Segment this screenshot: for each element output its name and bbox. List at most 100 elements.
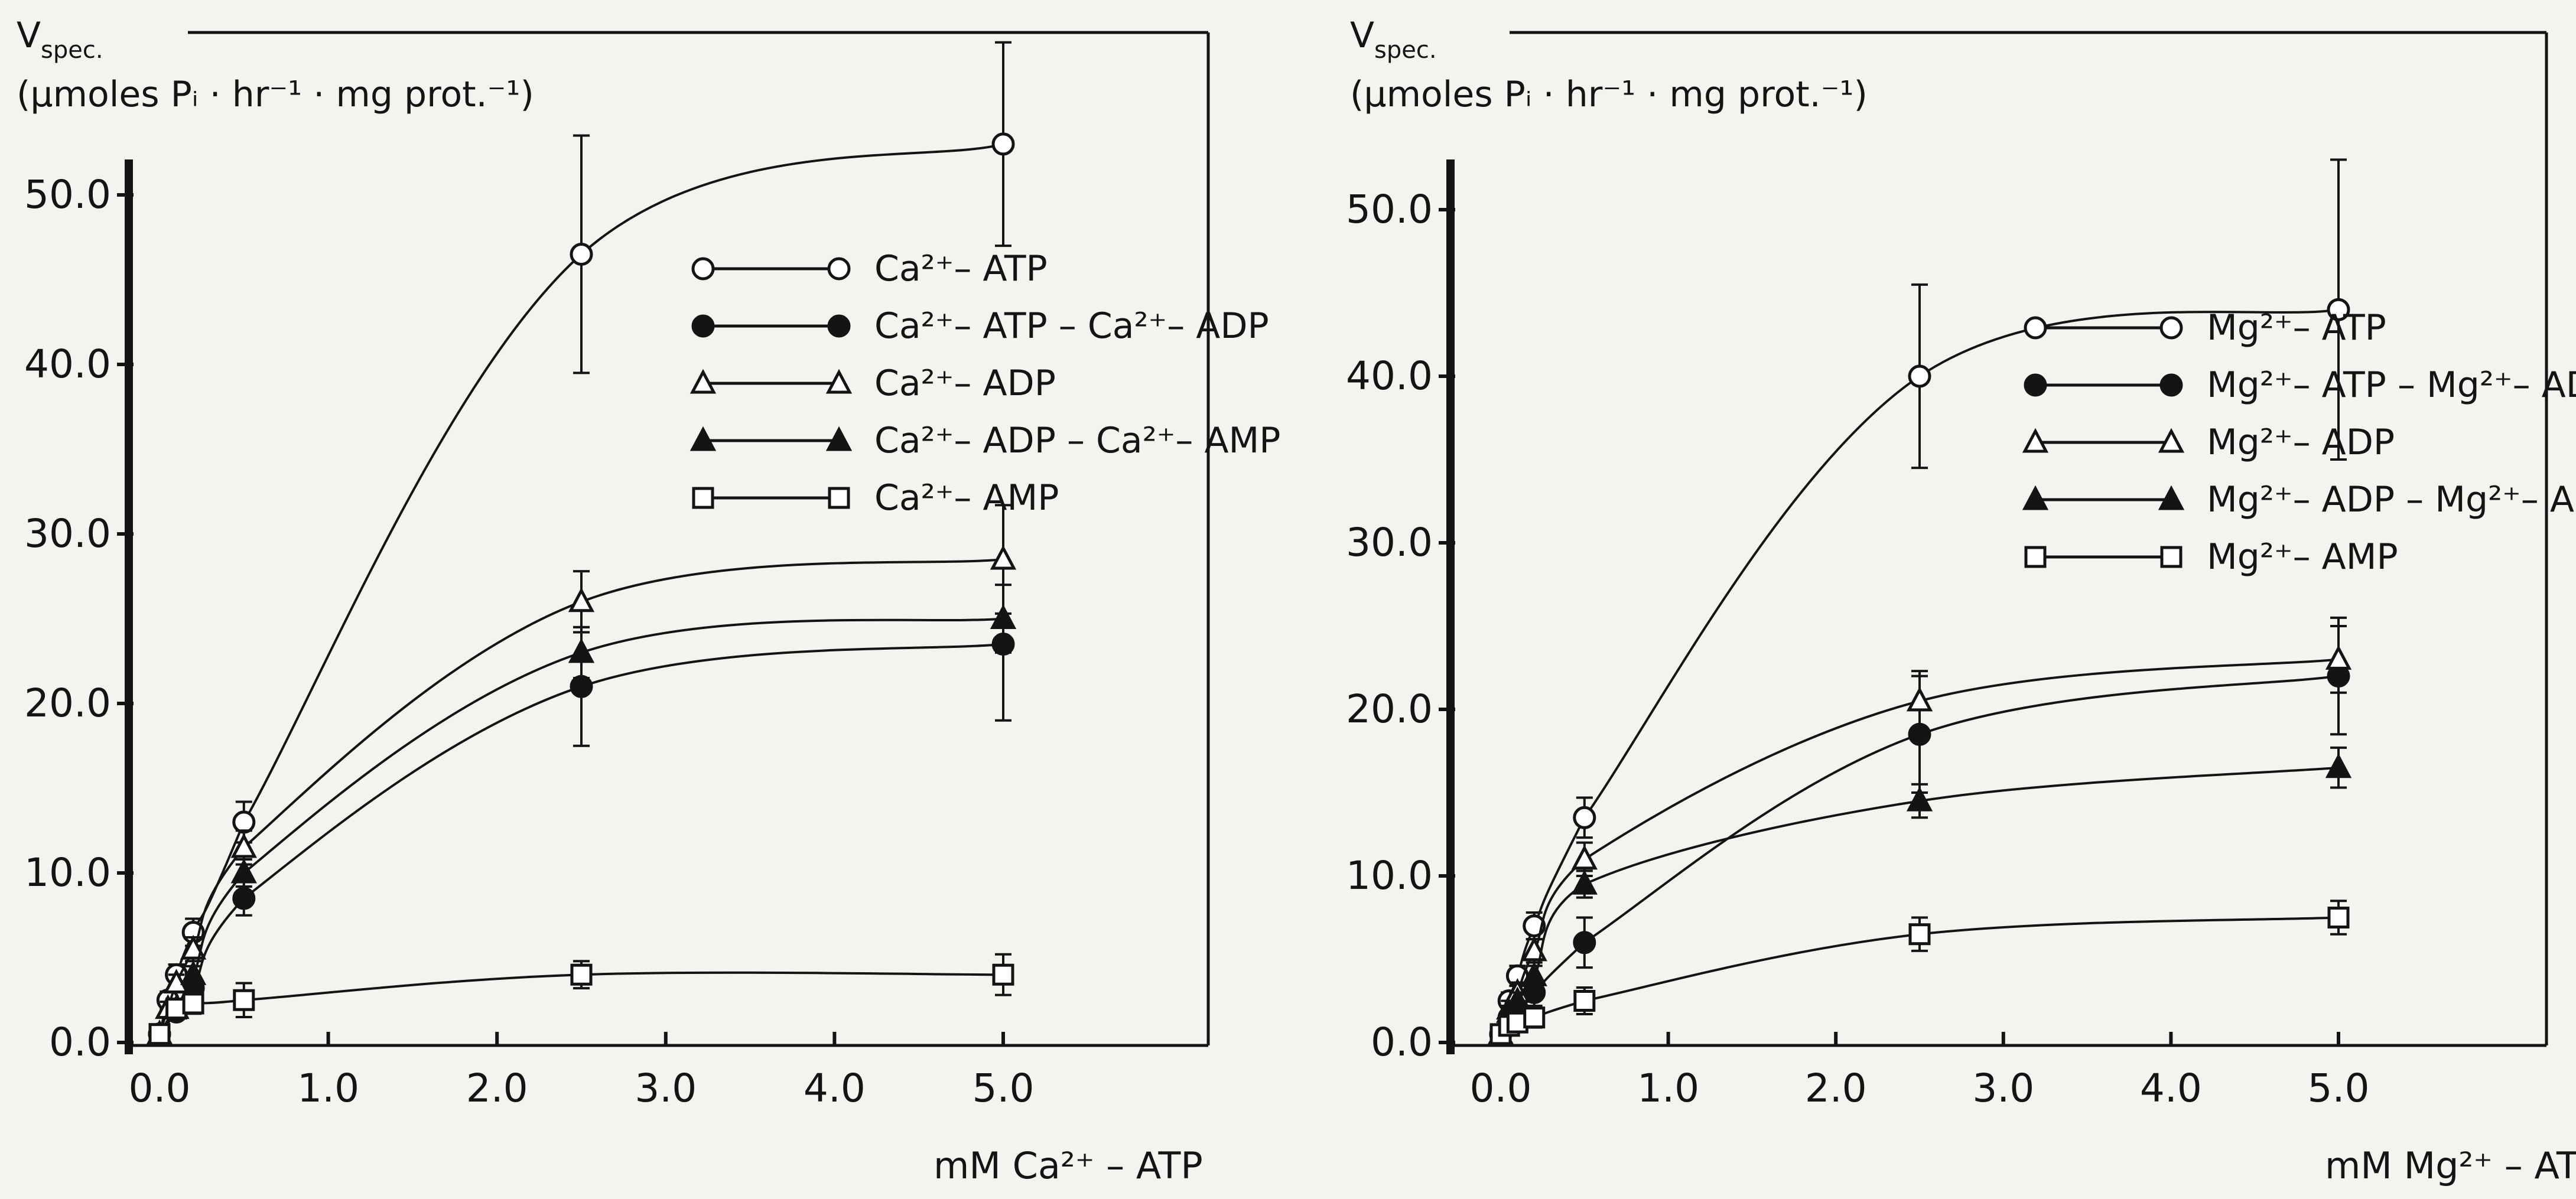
data-point-circle-open bbox=[991, 132, 1015, 156]
data-point-triangle-open bbox=[230, 833, 257, 858]
legend-item: Ca²⁺– ATP – Ca²⁺– ADP bbox=[691, 305, 1269, 347]
legend-marker-left bbox=[692, 487, 714, 509]
data-point-triangle-filled bbox=[1906, 786, 1933, 812]
data-point-triangle-open bbox=[2325, 645, 2352, 670]
data-point-triangle-filled bbox=[990, 604, 1017, 629]
data-point-triangle-open bbox=[1571, 845, 1598, 870]
x-tick-label: 0.0 bbox=[129, 1066, 191, 1111]
data-point-circle-filled bbox=[1573, 931, 1596, 954]
legend-item: Ca²⁺– ATP bbox=[691, 248, 1048, 289]
data-point-circle-open bbox=[1908, 364, 1931, 388]
data-point-triangle-open bbox=[568, 587, 595, 612]
data-point-square-open bbox=[182, 992, 204, 1015]
legend-marker-right bbox=[2159, 373, 2183, 397]
series-4 bbox=[1489, 900, 2350, 1045]
x-tick-label: 4.0 bbox=[804, 1066, 866, 1111]
data-point-circle-open bbox=[2327, 298, 2350, 321]
data-point-circle-filled bbox=[570, 675, 593, 698]
legend-marker-left bbox=[689, 369, 717, 394]
data-point-triangle-filled bbox=[2325, 753, 2352, 778]
data-point-circle-open bbox=[1573, 806, 1596, 829]
y-axis-label: Vspec. bbox=[17, 15, 103, 64]
y-tick-label: 0.0 bbox=[49, 1019, 111, 1065]
x-tick-label: 5.0 bbox=[2308, 1066, 2370, 1111]
legend-marker-left bbox=[689, 426, 717, 451]
data-point-triangle-filled bbox=[1521, 961, 1547, 986]
legend-marker-right bbox=[825, 369, 853, 394]
legend-label: Ca²⁺– AMP bbox=[874, 477, 1059, 519]
legend-item: Mg²⁺– ADP – Mg²⁺– AMP bbox=[2022, 479, 2576, 520]
y-tick-label: 20.0 bbox=[24, 680, 111, 726]
legend-label: Mg²⁺– ADP – Mg²⁺– AMP bbox=[2207, 479, 2576, 520]
legend-label: Mg²⁺– AMP bbox=[2207, 536, 2398, 578]
legend-item: Ca²⁺– AMP bbox=[692, 477, 1059, 519]
data-point-triangle-open bbox=[180, 934, 207, 960]
legend-marker-left bbox=[2024, 316, 2047, 340]
legend-item: Mg²⁺– ATP – Mg²⁺– ADP bbox=[2024, 364, 2576, 406]
x-tick-label: 2.0 bbox=[466, 1066, 528, 1111]
legend-marker-left bbox=[2024, 373, 2047, 397]
x-tick-label: 2.0 bbox=[1805, 1066, 1867, 1111]
series-3 bbox=[1487, 746, 2352, 1045]
panel-right: 0.0 10.0 20.0 30.0 40.0 50.0 0.0 1.0 2.0 3.0 4.0 5.… bbox=[1346, 15, 2576, 1187]
x-tick-label: 1.0 bbox=[1637, 1066, 1699, 1111]
data-point-triangle-filled bbox=[568, 638, 595, 663]
x-tick-label: 1.0 bbox=[297, 1066, 359, 1111]
legend-marker-left bbox=[691, 314, 715, 338]
data-point-triangle-filled bbox=[1571, 869, 1598, 895]
data-point-triangle-filled bbox=[1504, 986, 1531, 1011]
series-2 bbox=[1487, 625, 2352, 1045]
panel-left: 0.0 10.0 20.0 30.0 40.0 50.0 0.0 1.0 2.0 3.0 4.0 5.… bbox=[17, 15, 1280, 1187]
series-4 bbox=[148, 953, 1014, 1045]
legend-marker-right bbox=[2158, 428, 2185, 453]
x-axis-label: mM Ca²⁺ – ATP bbox=[934, 1144, 1203, 1187]
y-axis-label-main: V bbox=[1350, 15, 1374, 56]
y-axis-units: (μmoles Pᵢ · hr⁻¹ · mg prot.⁻¹) bbox=[1350, 74, 1868, 115]
legend-marker-left bbox=[691, 257, 715, 281]
data-point-square-open bbox=[233, 989, 255, 1011]
x-tick-label: 5.0 bbox=[972, 1066, 1035, 1111]
data-point-circle-open bbox=[570, 242, 593, 266]
data-point-circle-open bbox=[232, 810, 256, 834]
y-tick-label: 20.0 bbox=[1346, 686, 1433, 732]
legend-label: Ca²⁺– ATP bbox=[874, 248, 1048, 289]
data-point-circle-open bbox=[1523, 914, 1546, 938]
legend-item: Ca²⁺– ADP – Ca²⁺– AMP bbox=[689, 420, 1280, 461]
y-tick-label: 0.0 bbox=[1371, 1019, 1433, 1065]
x-tick-label: 3.0 bbox=[1972, 1066, 2034, 1111]
data-point-triangle-open bbox=[163, 969, 190, 994]
legend-marker-right bbox=[827, 257, 851, 281]
legend-item: Ca²⁺– ADP bbox=[689, 363, 1056, 404]
y-tick-label: 10.0 bbox=[24, 850, 111, 895]
data-point-square-open bbox=[992, 963, 1014, 986]
y-tick-label: 40.0 bbox=[24, 341, 111, 387]
y-axis-units: (μmoles Pᵢ · hr⁻¹ · mg prot.⁻¹) bbox=[17, 74, 534, 115]
legend-label: Mg²⁺– ATP – Mg²⁺– ADP bbox=[2207, 364, 2576, 406]
legend: Ca²⁺– ATP Ca²⁺– ATP – Ca²⁺– ADP Ca²⁺– ADP C… bbox=[689, 248, 1280, 519]
data-point-square-open bbox=[148, 1023, 171, 1045]
y-axis-label-main: V bbox=[17, 15, 41, 56]
y-tick-label: 50.0 bbox=[1346, 187, 1433, 232]
x-axis-label: mM Mg²⁺ – ATP bbox=[2325, 1144, 2576, 1187]
y-tick-label: 50.0 bbox=[24, 172, 111, 217]
series-0 bbox=[1489, 158, 2350, 1046]
data-point-triangle-filled bbox=[180, 960, 207, 985]
legend-item: Mg²⁺– ADP bbox=[2022, 422, 2395, 463]
y-axis-label-sub: spec. bbox=[1374, 37, 1437, 64]
x-tick-label: 3.0 bbox=[635, 1066, 697, 1111]
series-0 bbox=[148, 41, 1015, 1046]
y-tick-label: 30.0 bbox=[24, 511, 111, 556]
y-axis-label: Vspec. bbox=[1350, 15, 1437, 64]
data-point-square-open bbox=[1908, 923, 1931, 946]
data-point-square-open bbox=[1523, 1006, 1546, 1029]
data-point-square-open bbox=[1573, 990, 1596, 1012]
x-tick-label: 0.0 bbox=[1470, 1066, 1532, 1111]
legend-label: Mg²⁺– ADP bbox=[2207, 422, 2395, 463]
y-tick-label: 10.0 bbox=[1346, 853, 1433, 898]
legend-label: Ca²⁺– ADP bbox=[874, 363, 1056, 404]
legend-marker-left bbox=[2024, 546, 2047, 568]
data-point-triangle-open bbox=[990, 545, 1017, 570]
legend-marker-right bbox=[2159, 316, 2183, 340]
data-point-circle-filled bbox=[232, 887, 256, 910]
legend-item: Mg²⁺– ATP bbox=[2024, 307, 2386, 348]
